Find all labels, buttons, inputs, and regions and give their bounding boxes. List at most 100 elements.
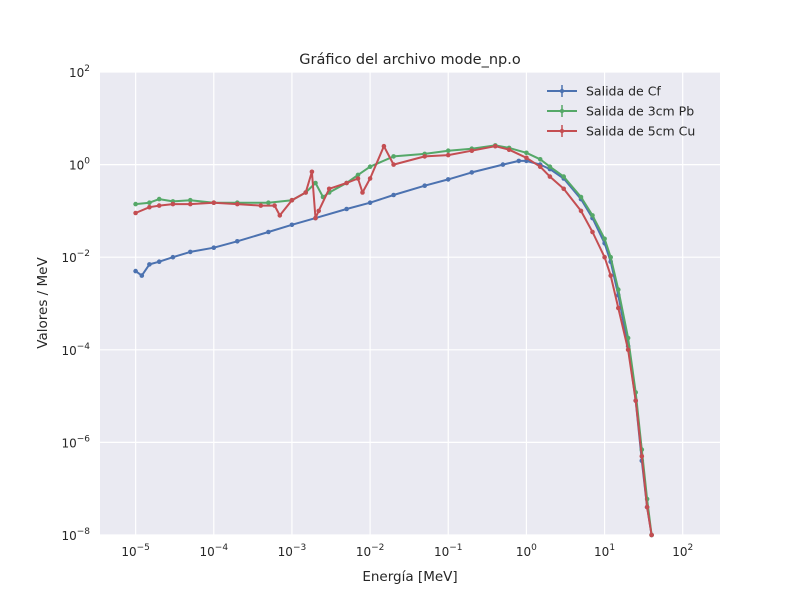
x-tick-label-2: 10−3 bbox=[278, 543, 307, 559]
data-point-2-19 bbox=[367, 176, 373, 181]
y-tick-label-1: 10−6 bbox=[61, 434, 90, 450]
x-tick-label-0: 10−5 bbox=[121, 543, 150, 559]
data-point-2-12 bbox=[309, 169, 315, 175]
data-point-0-18 bbox=[516, 158, 522, 164]
data-point-2-15 bbox=[326, 186, 332, 192]
data-point-2-8 bbox=[272, 203, 277, 208]
data-point-2-37 bbox=[633, 398, 638, 403]
data-point-2-22 bbox=[422, 154, 428, 159]
data-point-1-31 bbox=[625, 335, 631, 341]
legend-entry-cf: Salida de Cf bbox=[547, 84, 661, 99]
data-point-1-7 bbox=[266, 200, 271, 205]
y-tick-labels: 10−8 10−6 10−4 10−2 100 102 bbox=[61, 64, 90, 543]
data-point-1-4 bbox=[188, 197, 193, 203]
data-point-1-30 bbox=[616, 287, 621, 292]
plot-background bbox=[100, 72, 720, 535]
data-point-0-6 bbox=[211, 245, 217, 250]
data-point-1-18 bbox=[445, 148, 451, 153]
data-point-0-1 bbox=[139, 273, 145, 278]
data-point-1-27 bbox=[590, 213, 595, 218]
data-point-2-3 bbox=[170, 201, 176, 207]
y-axis-label: Valores / MeV bbox=[35, 257, 51, 349]
data-point-0-7 bbox=[235, 239, 240, 244]
data-point-2-16 bbox=[344, 180, 349, 186]
data-point-0-11 bbox=[344, 206, 349, 212]
data-point-2-11 bbox=[303, 190, 309, 195]
data-point-1-1 bbox=[147, 200, 152, 205]
x-tick-label-7: 102 bbox=[672, 543, 693, 559]
data-point-0-15 bbox=[445, 177, 451, 182]
data-point-2-20 bbox=[381, 143, 387, 149]
chart-title: Gráfico del archivo mode_np.o bbox=[299, 52, 521, 68]
legend-entry-cu: Salida de 5cm Cu bbox=[547, 124, 695, 139]
data-point-0-3 bbox=[156, 259, 162, 265]
data-point-2-26 bbox=[506, 147, 512, 152]
series-layer bbox=[133, 143, 654, 538]
x-tick-label-4: 10−1 bbox=[434, 543, 463, 559]
legend-marker-pb bbox=[559, 108, 565, 114]
series-0 bbox=[133, 158, 654, 538]
legend-label-cu: Salida de 5cm Cu bbox=[586, 124, 695, 139]
legend-marker-cf bbox=[559, 88, 565, 94]
data-point-1-2 bbox=[156, 196, 162, 202]
series-2 bbox=[133, 143, 654, 538]
data-point-2-32 bbox=[590, 229, 595, 235]
data-point-0-12 bbox=[367, 200, 373, 205]
data-point-2-35 bbox=[616, 305, 621, 311]
legend-entry-pb: Salida de 3cm Pb bbox=[547, 104, 694, 119]
data-point-2-34 bbox=[608, 273, 613, 278]
y-tick-label-5: 102 bbox=[69, 64, 90, 80]
data-point-1-14 bbox=[355, 172, 361, 178]
data-point-0-0 bbox=[133, 268, 138, 274]
data-point-1-25 bbox=[561, 174, 566, 179]
legend-label-cf: Salida de Cf bbox=[586, 84, 661, 99]
data-point-0-4 bbox=[170, 254, 176, 260]
data-point-1-23 bbox=[537, 157, 543, 162]
data-point-2-13 bbox=[313, 215, 318, 221]
x-tick-labels: 10−5 10−4 10−3 10−2 10−1 100 101 102 bbox=[121, 543, 693, 559]
series-line-1 bbox=[135, 144, 653, 536]
data-point-2-23 bbox=[445, 152, 451, 158]
x-tick-label-6: 101 bbox=[594, 543, 615, 559]
data-point-2-31 bbox=[578, 208, 584, 214]
x-tick-label-3: 10−2 bbox=[356, 543, 385, 559]
data-point-0-14 bbox=[422, 183, 428, 188]
data-point-2-24 bbox=[469, 148, 475, 153]
data-point-2-21 bbox=[391, 162, 396, 167]
data-point-0-16 bbox=[469, 170, 475, 175]
data-point-1-28 bbox=[602, 236, 607, 242]
data-point-2-17 bbox=[355, 176, 361, 181]
data-point-2-7 bbox=[258, 203, 264, 208]
data-point-1-10 bbox=[313, 180, 318, 186]
y-tick-label-3: 10−2 bbox=[61, 249, 90, 265]
data-point-2-40 bbox=[649, 532, 654, 538]
data-point-2-10 bbox=[289, 197, 295, 203]
data-point-1-26 bbox=[578, 194, 584, 200]
data-point-1-0 bbox=[133, 201, 138, 207]
data-point-2-33 bbox=[602, 254, 607, 260]
data-point-2-29 bbox=[547, 174, 553, 179]
data-point-2-25 bbox=[493, 143, 498, 149]
data-point-2-2 bbox=[156, 203, 162, 208]
data-point-0-9 bbox=[289, 222, 295, 228]
x-tick-label-5: 100 bbox=[516, 543, 537, 559]
data-point-2-27 bbox=[524, 155, 529, 161]
data-point-2-1 bbox=[147, 204, 152, 210]
grid bbox=[100, 71, 720, 536]
x-tick-label-1: 10−4 bbox=[200, 543, 229, 559]
data-point-0-8 bbox=[266, 229, 271, 235]
y-tick-label-2: 10−4 bbox=[61, 342, 90, 358]
data-point-0-13 bbox=[391, 192, 396, 198]
x-axis-label: Energía [MeV] bbox=[362, 569, 457, 585]
data-point-0-5 bbox=[188, 249, 193, 255]
data-point-2-28 bbox=[537, 164, 543, 169]
data-point-2-0 bbox=[133, 210, 138, 216]
data-point-2-30 bbox=[561, 186, 566, 192]
data-point-1-16 bbox=[391, 154, 396, 159]
data-point-0-17 bbox=[500, 162, 506, 167]
data-point-2-9 bbox=[277, 213, 283, 218]
data-point-1-29 bbox=[608, 254, 613, 260]
data-point-2-38 bbox=[639, 454, 645, 459]
data-point-2-4 bbox=[188, 201, 193, 207]
